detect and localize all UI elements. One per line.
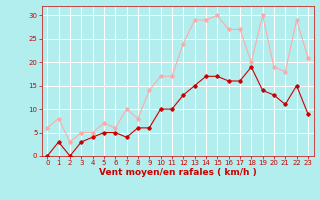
X-axis label: Vent moyen/en rafales ( km/h ): Vent moyen/en rafales ( km/h ) — [99, 168, 256, 177]
